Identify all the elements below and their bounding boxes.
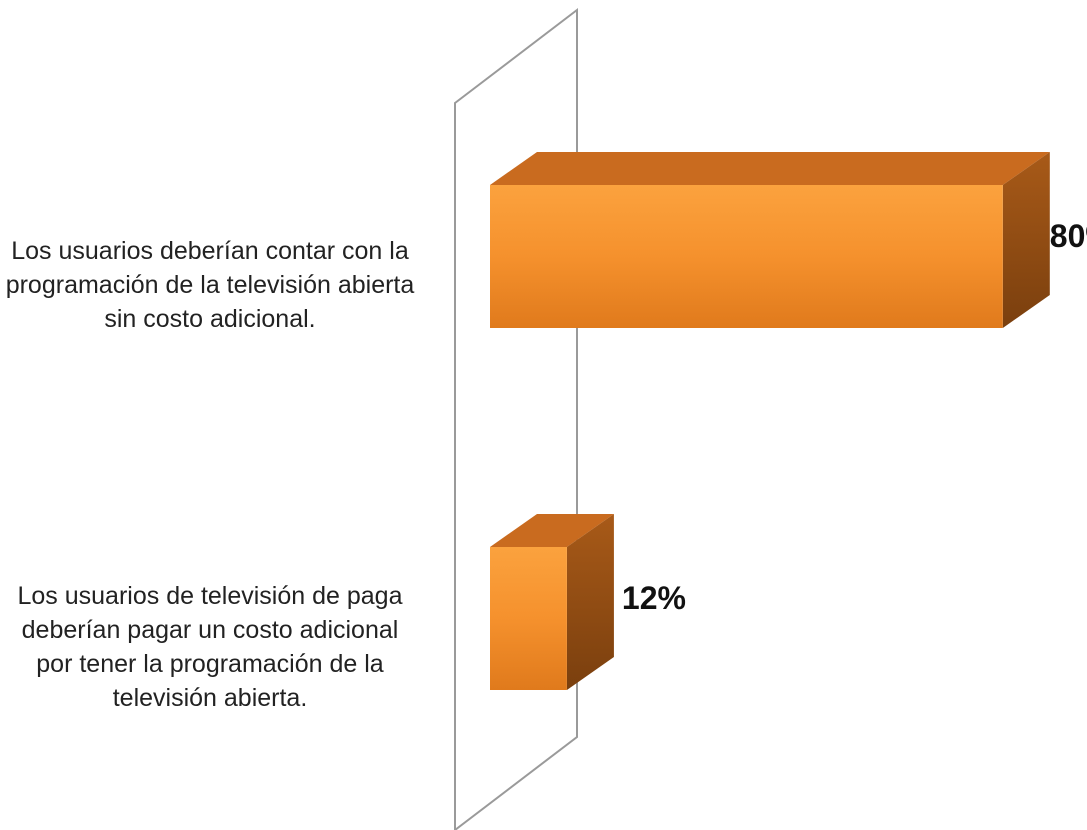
value-label: 12% (622, 580, 686, 616)
value-label: 80% (1050, 218, 1087, 254)
category-label: Los usuarios de televisión de paga deber… (17, 582, 403, 712)
bar (490, 185, 1003, 328)
category-label: Los usuarios deberían contar con la prog… (5, 237, 415, 333)
bar-side (1002, 152, 1050, 328)
bar (490, 547, 567, 690)
bar-side (566, 514, 614, 690)
bar-top (490, 514, 614, 547)
bar-top (490, 152, 1050, 185)
back-wall (454, 7, 578, 830)
